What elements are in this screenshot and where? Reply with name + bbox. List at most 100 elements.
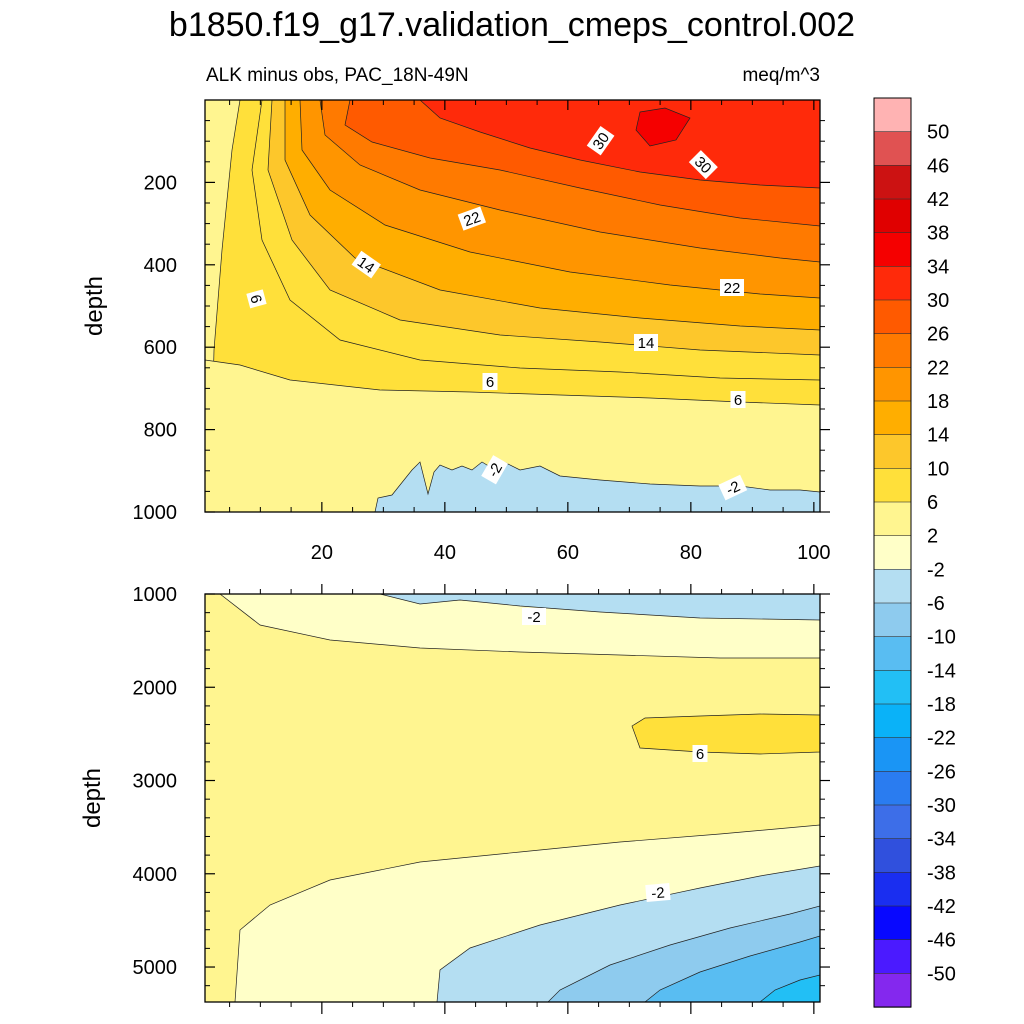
colorbar-swatch	[873, 367, 912, 402]
colorbar-level-label: -10	[927, 627, 956, 649]
colorbar-frame	[873, 97, 912, 1008]
upper-y-tick-label: 600	[144, 337, 177, 359]
colorbar-swatch	[873, 939, 912, 975]
colorbar-level-label: -18	[927, 694, 956, 716]
colorbar-swatch	[873, 232, 912, 268]
colorbar-level-label: 50	[927, 122, 949, 144]
colorbar-level-label: 22	[927, 357, 949, 379]
colorbar-swatch	[873, 703, 912, 739]
subtitle-units: meq/m^3	[742, 65, 820, 86]
lower-contour-label-box: -2	[645, 882, 671, 903]
lower-contour-label: 6	[696, 746, 704, 763]
upper-panel: depth 200 400 600 800 1000 20 40 60 80 100 30 30 2…	[81, 99, 831, 564]
colorbar-level-label: 38	[927, 223, 949, 245]
colorbar-level-label: 2	[927, 526, 938, 548]
colorbar-level-label: -34	[927, 829, 956, 851]
upper-y-tick-labels: 200 400 600 800 1000	[133, 172, 178, 524]
lower-contour-label: -2	[651, 884, 666, 902]
colorbar-swatch	[873, 131, 912, 167]
colorbar-level-label: -46	[927, 930, 956, 952]
upper-y-tick-label: 200	[144, 172, 177, 194]
colorbar-swatch	[873, 299, 912, 335]
contour-label-background	[692, 745, 708, 762]
colorbar: 50 46 42 38 34 30 26 22 18 14 10 6 2 -2 -6 -10 -14 -18 -22…	[873, 97, 956, 1008]
upper-y-tick-label: 1000	[133, 502, 178, 524]
chart-title: b1850.f19_g17.validation_cmeps_control.0…	[169, 6, 855, 44]
colorbar-level-label: -42	[927, 896, 956, 918]
colorbar-level-label: 14	[927, 425, 949, 447]
upper-left-edge-band	[205, 100, 241, 512]
colorbar-swatch	[873, 97, 912, 133]
contour-label-background	[634, 334, 658, 351]
upper-x-tick-label: 60	[557, 542, 579, 564]
upper-x-tick-label: 40	[434, 542, 456, 564]
colorbar-level-label: -14	[927, 660, 956, 682]
contour-label-background	[246, 289, 267, 309]
lower-contour-label: -2	[527, 609, 540, 626]
upper-contour-label-box: 6	[482, 373, 498, 391]
lower-panel: depth 1000 2000 3000 4000 5000 -2 6 -2	[79, 584, 830, 1014]
upper-contour-labels: 30 30 22 22 14 14 6 6 6 -2 -2	[246, 126, 748, 501]
colorbar-level-label: -22	[927, 728, 956, 750]
contour-label-background	[351, 250, 381, 279]
upper-x-tick-label: 20	[311, 542, 333, 564]
lower-contour-fill-neg14	[759, 974, 820, 1002]
upper-contour-fill-2	[205, 359, 820, 512]
contour-label-background	[457, 206, 487, 231]
colorbar-level-label: 30	[927, 290, 949, 312]
upper-contour-label-box: 22	[457, 206, 487, 231]
upper-contour-label-box: -2	[481, 455, 508, 485]
upper-contour-label-box: 14	[634, 334, 658, 352]
upper-contour-label-box: -2	[718, 474, 748, 501]
colorbar-swatch	[873, 636, 912, 672]
lower-y-tick-label: 2000	[133, 677, 178, 699]
colorbar-level-label: 18	[927, 391, 949, 413]
upper-y-tick-label: 400	[144, 255, 177, 277]
colorbar-swatch	[873, 400, 912, 436]
upper-contour-label-box: 22	[720, 279, 744, 297]
upper-contour-label: 6	[734, 392, 742, 409]
upper-contour-label: 22	[461, 209, 482, 231]
contour-label-background	[730, 391, 746, 408]
colorbar-level-label: -6	[927, 593, 945, 615]
upper-x-tick-label: 100	[797, 542, 830, 564]
upper-contour-fill-30	[419, 100, 820, 189]
contour-label-background	[720, 279, 744, 296]
colorbar-swatch	[873, 737, 912, 773]
colorbar-level-label: 42	[927, 189, 949, 211]
contour-label-background	[586, 126, 615, 156]
lower-contour-label-box: -2	[522, 608, 546, 626]
colorbar-swatch	[873, 468, 912, 503]
colorbar-level-label: -50	[927, 963, 956, 985]
subtitle-left: ALK minus obs, PAC_18N-49N	[206, 65, 469, 86]
upper-contour-label-box: 6	[730, 391, 746, 409]
colorbar-level-label: 46	[927, 155, 949, 177]
colorbar-swatch	[873, 434, 912, 470]
colorbar-swatch	[873, 670, 912, 705]
contour-label-background	[688, 150, 718, 180]
lower-y-axis-label: depth	[79, 768, 106, 828]
upper-contour-label-box: 6	[246, 289, 267, 309]
lower-y-tick-label: 5000	[133, 957, 178, 979]
upper-contour-label: 30	[590, 130, 613, 153]
colorbar-swatch	[873, 535, 912, 571]
colorbar-level-label: -2	[927, 559, 945, 581]
upper-y-axis-label: depth	[81, 276, 108, 336]
colorbar-level-label: -38	[927, 862, 956, 884]
lower-plot-frame	[204, 593, 821, 1003]
colorbar-level-label: -30	[927, 795, 956, 817]
colorbar-swatch	[873, 905, 912, 941]
upper-x-tick-label: 80	[680, 542, 702, 564]
lower-y-tick-label: 4000	[133, 864, 178, 886]
colorbar-swatch	[873, 165, 912, 200]
colorbar-level-label: 26	[927, 324, 949, 346]
upper-contour-fields	[205, 100, 820, 512]
lower-y-tick-label: 1000	[133, 584, 178, 606]
colorbar-level-label: 6	[927, 492, 938, 514]
colorbar-swatch	[873, 804, 912, 840]
colorbar-swatch	[873, 838, 912, 874]
contour-label-background	[481, 455, 508, 485]
lower-y-tick-label: 3000	[133, 771, 178, 793]
colorbar-level-label: 10	[927, 458, 949, 480]
